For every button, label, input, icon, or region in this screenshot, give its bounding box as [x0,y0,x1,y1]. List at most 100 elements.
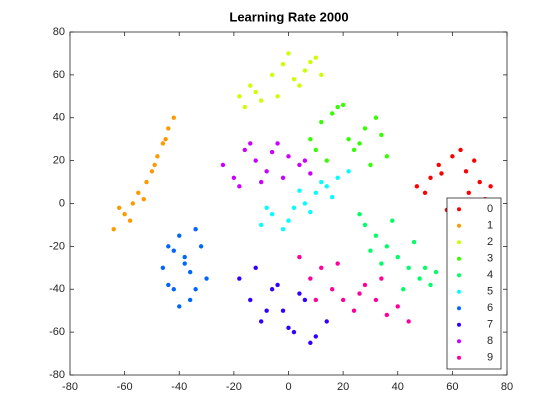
point [346,169,351,174]
point [428,175,433,180]
point [177,233,182,238]
legend-label: 0 [487,203,493,215]
point [313,190,319,195]
point [280,308,286,313]
point [166,244,171,249]
legend-marker [457,273,461,278]
point [324,184,329,189]
point [193,227,198,232]
point [280,227,286,232]
point [362,126,368,131]
point [302,201,308,206]
point [302,158,308,163]
point [111,227,116,232]
point [373,297,379,303]
legend-label: 7 [487,319,493,331]
point [171,287,176,292]
legend-marker [457,355,461,360]
point [362,282,368,288]
point [422,265,428,271]
point [439,171,444,176]
point [269,212,275,217]
x-tick-label: -40 [171,381,187,393]
point [280,175,286,180]
point [253,158,258,163]
point [463,169,469,174]
point [477,179,482,185]
point [390,218,395,223]
point [319,265,324,271]
point [122,212,127,217]
point [308,340,313,346]
y-tick-label: 40 [53,112,65,124]
point [450,154,455,159]
point [313,334,319,339]
point [297,162,302,168]
point [406,319,411,324]
point [406,265,411,271]
point [130,201,136,206]
legend-marker [457,322,461,327]
point [253,265,258,271]
point [357,291,362,296]
point [258,319,264,324]
point [231,175,237,180]
point [242,104,247,110]
point [308,276,313,281]
legend-marker [457,289,461,294]
point [324,158,329,163]
legend-label: 9 [487,352,493,364]
point [264,205,269,210]
x-tick-label: 0 [285,381,291,393]
point [220,162,226,168]
legend-marker [457,223,461,228]
point [346,136,351,142]
point [379,132,384,138]
y-tick-label: 0 [59,197,65,209]
point [466,190,471,195]
point [269,287,275,292]
point [297,254,302,260]
point [297,291,302,296]
legend-box [446,197,502,370]
point [357,141,362,146]
legend-marker [457,207,461,212]
point [163,136,168,142]
point [417,276,422,281]
point [187,297,193,303]
point [297,83,302,88]
point [384,244,390,249]
point [127,218,133,223]
point [258,222,264,228]
legend-label: 8 [487,335,493,347]
legend-marker [457,256,461,261]
point [414,184,420,189]
point [275,282,280,288]
x-tick-label: -60 [117,381,133,393]
point [313,55,319,60]
point [401,287,406,292]
y-tick-label: 20 [53,155,65,167]
point [237,276,242,281]
point [141,197,146,202]
point [362,222,368,228]
x-tick-label: 20 [337,381,349,393]
point [286,154,291,159]
x-tick-label: -20 [226,381,242,393]
legend-label: 4 [487,269,493,281]
point [379,261,384,266]
point [351,147,357,153]
point [330,111,335,116]
point [395,254,400,260]
point [395,304,400,309]
point [242,147,247,153]
point [368,248,373,253]
point [136,190,141,195]
point [291,329,297,335]
point [291,205,297,210]
point [275,141,280,146]
point [330,287,335,292]
point [269,72,275,78]
point [286,218,291,223]
